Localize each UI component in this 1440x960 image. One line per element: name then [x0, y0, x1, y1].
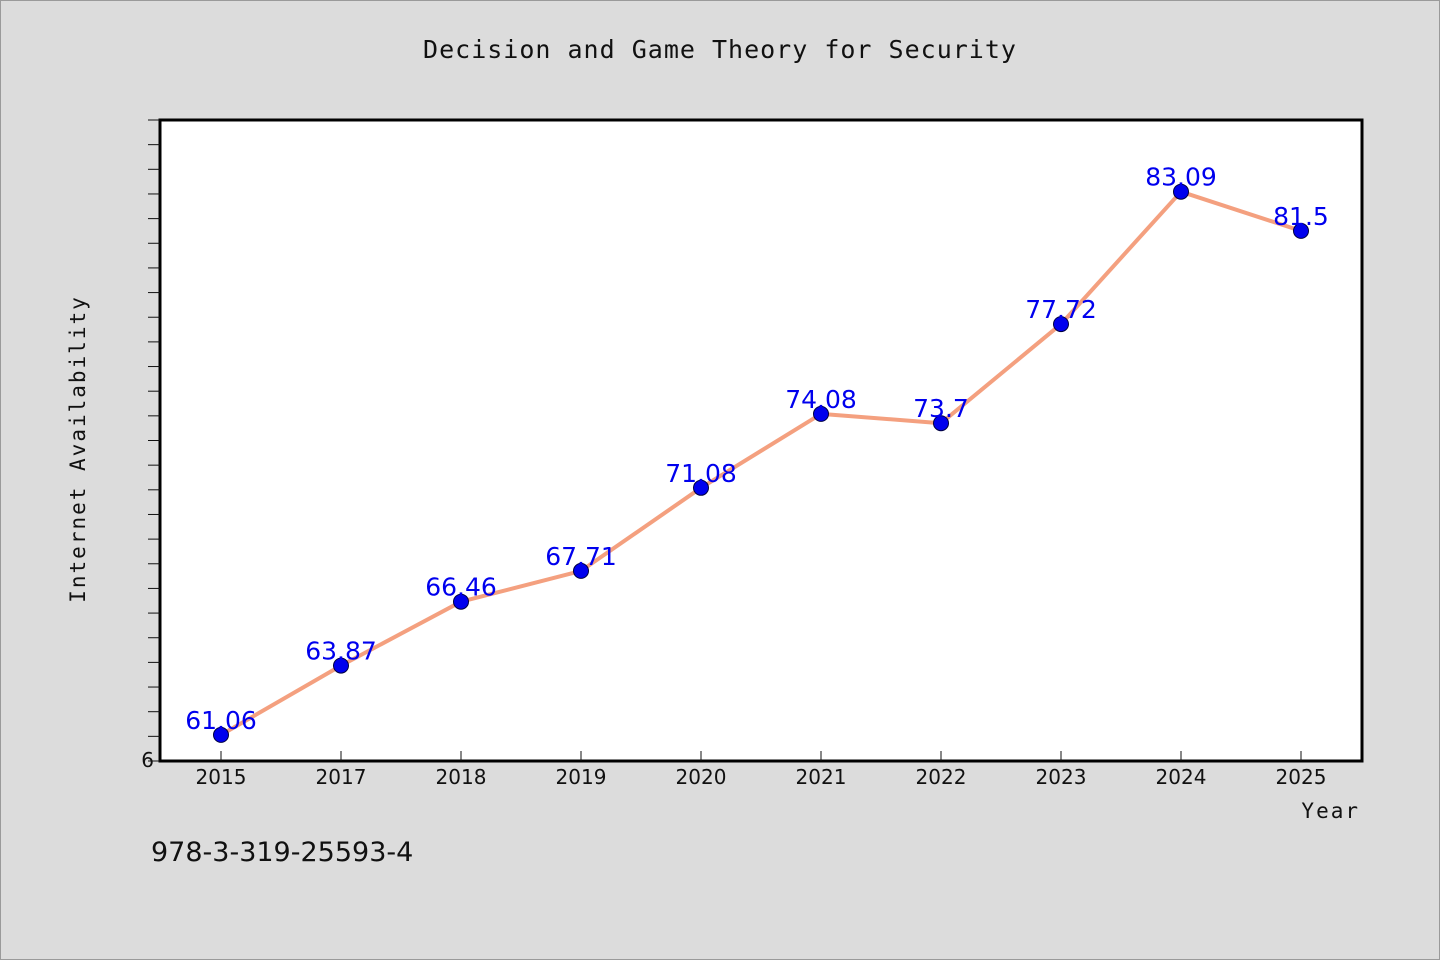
data-label: 83.09	[1145, 163, 1217, 192]
x-tick-label: 2019	[556, 765, 607, 789]
data-label: 61.06	[185, 706, 257, 735]
data-point	[933, 415, 949, 432]
data-labels: 61.06 63.87 66.46 67.71 71.08 74.08 73.7 77.72 8…	[185, 163, 1329, 735]
data-point	[1053, 316, 1069, 333]
x-axis-label: Year	[1301, 799, 1360, 823]
x-axis-ticks: 2015 2017 2018 2019 2020 2021 2022 2023 2024 2025	[196, 751, 1327, 789]
data-point	[573, 562, 589, 579]
y-axis-ticks	[148, 119, 160, 762]
y-tick-label: 6	[141, 748, 154, 772]
data-label: 74.08	[785, 385, 857, 414]
x-tick-label: 2018	[436, 765, 487, 789]
x-tick-label: 2025	[1276, 765, 1327, 789]
data-label: 67.71	[545, 542, 617, 571]
x-tick-label: 2021	[796, 765, 847, 789]
series-markers	[213, 183, 1309, 743]
data-label: 63.87	[305, 637, 377, 666]
data-point	[1173, 183, 1189, 200]
x-tick-label: 2022	[916, 765, 967, 789]
data-label: 73.7	[913, 394, 969, 423]
isbn-note: 978-3-319-25593-4	[151, 837, 414, 868]
x-tick-label: 2023	[1036, 765, 1087, 789]
data-point	[213, 726, 229, 743]
chart-title: Decision and Game Theory for Security	[423, 35, 1017, 64]
x-tick-label: 2024	[1156, 765, 1207, 789]
data-point	[693, 479, 709, 496]
data-label: 81.5	[1273, 202, 1329, 231]
data-point	[1293, 222, 1309, 239]
data-point	[813, 405, 829, 422]
data-label: 77.72	[1025, 295, 1097, 324]
x-tick-label: 2015	[196, 765, 247, 789]
data-label: 71.08	[665, 459, 737, 488]
data-label: 66.46	[425, 573, 497, 602]
x-tick-label: 2017	[316, 765, 367, 789]
y-axis-label: Internet Availability	[66, 295, 90, 603]
x-tick-label: 2020	[676, 765, 727, 789]
data-point	[333, 657, 349, 674]
data-point	[453, 593, 469, 610]
series-line	[219, 189, 1302, 737]
